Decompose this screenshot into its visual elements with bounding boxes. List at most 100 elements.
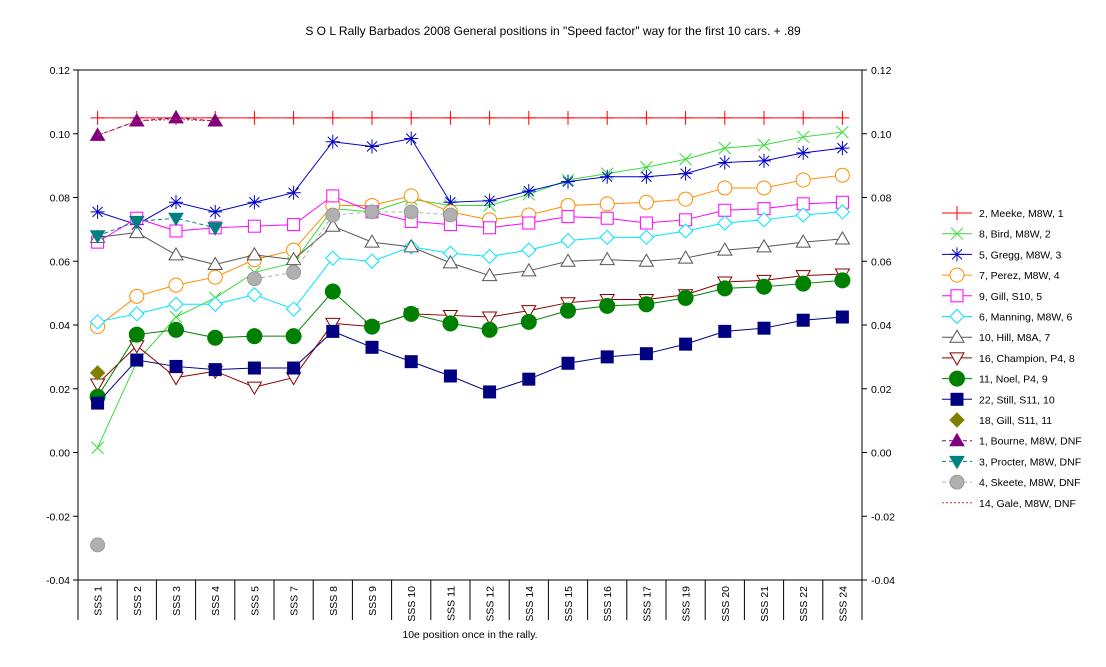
x-tick-label: SSS 9 <box>367 586 379 616</box>
x-marker <box>169 310 183 324</box>
diamond-marker <box>795 207 811 223</box>
triangle-up-marker <box>442 254 459 269</box>
filled-circle-marker <box>795 275 812 292</box>
series <box>90 110 850 125</box>
filled-square-marker <box>757 321 771 335</box>
diamond-marker <box>207 296 223 312</box>
diamond-marker <box>325 250 341 266</box>
series-line <box>97 131 843 448</box>
series <box>89 365 106 381</box>
series <box>90 204 458 553</box>
chart-title: S O L Rally Barbados 2008 General positi… <box>305 24 801 38</box>
legend-label: 8, Bird, M8W, 2 <box>979 229 1051 241</box>
x-marker <box>640 160 653 174</box>
filled-triangle-down-marker <box>89 230 106 244</box>
triangle-up-marker <box>520 262 537 277</box>
triangle-up-marker <box>560 253 576 267</box>
legend-label: 9, Gill, S10, 5 <box>979 291 1042 303</box>
filled-square-marker <box>404 355 418 369</box>
filled-circle-marker <box>168 321 184 338</box>
x-tick-label: SSS 17 <box>641 586 653 622</box>
diamond-marker <box>285 301 302 317</box>
y-tick-label-left: 0.10 <box>50 129 71 141</box>
plus-marker <box>835 110 850 125</box>
y-tick-label-left: 0.04 <box>50 320 71 332</box>
star-marker <box>796 145 811 160</box>
gray-circle-marker <box>90 537 105 553</box>
filled-circle-marker <box>560 302 576 319</box>
series <box>89 109 224 141</box>
x-tick-label: SSS 22 <box>798 586 810 622</box>
triangle-down-marker <box>949 352 965 366</box>
y-tick-label-left: 0.12 <box>50 65 71 77</box>
x-tick-label: SSS 10 <box>406 586 418 622</box>
series-line <box>97 137 843 226</box>
y-tick-label-right: -0.02 <box>871 511 895 523</box>
diamond-marker <box>129 306 145 322</box>
legend-label: 22, Still, S11, 10 <box>979 394 1055 406</box>
star-marker <box>482 193 497 208</box>
star-marker <box>835 141 850 156</box>
filled-square-marker <box>91 396 105 410</box>
triangle-up-marker <box>599 251 616 266</box>
filled-square-marker <box>600 350 614 364</box>
filled-square-marker <box>835 310 849 324</box>
x-tick-label: SSS 1 <box>93 586 105 616</box>
gray-circle-marker <box>442 207 458 223</box>
gray-circle-marker <box>364 204 380 220</box>
legend-item: 10, Hill, M8A, 7 <box>942 329 1050 344</box>
legend-item: 1, Bourne, M8W, DNF <box>942 432 1082 448</box>
x-marker <box>836 125 849 139</box>
plus-marker <box>678 110 693 125</box>
filled-circle-marker <box>324 283 341 300</box>
y-tick-label-right: 0.12 <box>871 65 892 77</box>
triangle-up-marker <box>168 246 184 261</box>
filled-circle-marker <box>716 280 733 297</box>
triangle-up-marker <box>324 218 341 232</box>
filled-square-marker <box>443 369 457 383</box>
filled-circle-marker <box>520 313 537 330</box>
filled-triangle-up-marker <box>207 113 224 127</box>
filled-diamond-marker <box>949 412 965 428</box>
diamond-marker <box>89 314 106 330</box>
plus-marker <box>600 110 615 125</box>
filled-square-marker <box>522 372 536 386</box>
legend-label: 14, Gale, M8W, DNF <box>979 498 1076 510</box>
legend-label: 4, Skeete, M8W, DNF <box>979 477 1081 489</box>
filled-triangle-down-marker <box>949 455 965 470</box>
series-line <box>97 195 843 243</box>
filled-circle-marker <box>285 328 302 345</box>
legend-label: 7, Perez, M8W, 4 <box>979 270 1060 282</box>
filled-square-marker <box>247 361 261 375</box>
circle-marker <box>168 277 184 293</box>
legend-label: 10, Hill, M8A, 7 <box>979 332 1050 344</box>
diamond-marker <box>481 248 498 265</box>
circle-marker <box>834 167 850 183</box>
filled-circle-marker <box>677 289 694 306</box>
filled-circle-marker <box>834 272 851 289</box>
diamond-marker <box>677 223 694 239</box>
legend-item: 5, Gregg, M8W, 3 <box>942 247 1061 262</box>
filled-circle-marker <box>403 305 420 322</box>
x-tick-label: SSS 19 <box>681 586 693 622</box>
triangle-up-marker <box>246 246 263 261</box>
triangle-up-marker <box>638 253 655 267</box>
filled-triangle-down-marker <box>128 215 145 230</box>
triangle-down-marker <box>246 381 263 396</box>
x-tick-label: SSS 24 <box>837 586 849 622</box>
x-tick-label: SSS 4 <box>210 586 222 616</box>
star-marker <box>521 184 536 199</box>
series <box>97 118 216 136</box>
y-tick-label-right: 0.06 <box>871 256 892 268</box>
series <box>90 131 850 232</box>
filled-square-marker <box>483 385 497 399</box>
legend-item: 11, Noel, P4, 9 <box>942 370 1048 387</box>
plus-marker <box>796 110 811 125</box>
square-marker <box>287 218 301 232</box>
filled-triangle-up-marker <box>168 109 184 124</box>
star-marker <box>950 247 964 262</box>
diamond-marker <box>364 253 380 269</box>
star-marker <box>169 195 183 210</box>
plus-marker <box>717 110 732 125</box>
y-tick-label-right: 0.00 <box>871 448 892 460</box>
